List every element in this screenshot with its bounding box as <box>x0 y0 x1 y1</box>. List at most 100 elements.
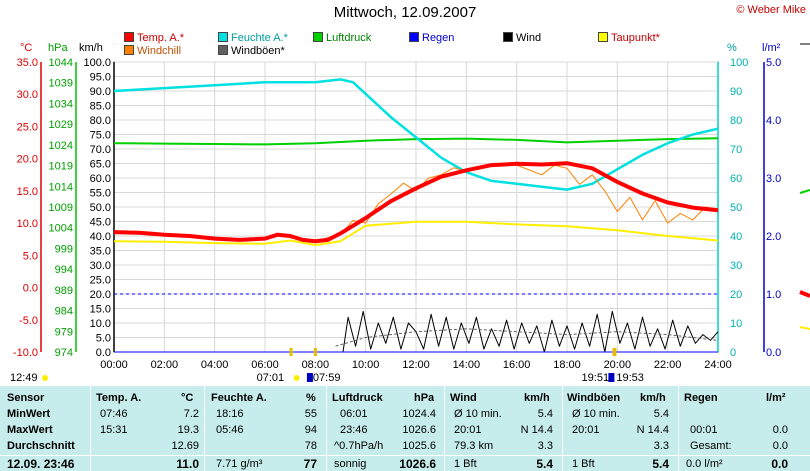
pressure-min-value: 1024.4 <box>402 408 436 420</box>
gusts-max-value: N 14.4 <box>636 424 669 436</box>
weather-chart: 35.0 30.0 25.0 20.0 15.0 10.0 5.0 0.0 -5.0 -10.0 1… <box>10 43 810 384</box>
x-tick-label: 18:00 <box>553 359 581 371</box>
rain-current-value: 0.0 <box>771 457 788 471</box>
rain-today: 0.0 l/m² <box>686 458 723 470</box>
sunrise-icon <box>293 375 300 381</box>
moon-icon <box>306 373 313 382</box>
legend-dewpoint: Taupunkt* <box>598 32 660 44</box>
temp-max-time: 15:31 <box>100 424 128 436</box>
pressure-tick-label: 999 <box>55 243 73 255</box>
series-gusts <box>335 328 719 347</box>
wind-run: 79.3 km <box>454 440 494 452</box>
series-windchill <box>315 164 719 242</box>
table-header-rain: Regen <box>684 392 718 404</box>
table-header-gusts: Windböen <box>567 392 621 404</box>
x-tick-label: 22:00 <box>654 359 682 371</box>
pressure-avg-value: 1025.6 <box>402 440 436 452</box>
pressure-tick-label: 984 <box>55 306 73 318</box>
temp-tick-label: 20.0 <box>17 154 38 166</box>
pressure-unit-label: hPa <box>48 42 68 54</box>
pressure-tick-label: 994 <box>55 264 73 276</box>
temp-current-value: 11.0 <box>176 457 199 471</box>
legend-humidity: Feuchte A.* <box>218 32 288 44</box>
wind-tick-label: 95.0 <box>90 72 111 84</box>
wind-avg10-label: Ø 10 min. <box>454 408 502 420</box>
rain-unit-label: l/m² <box>762 42 781 54</box>
legend-gusts: Windböen* <box>218 45 285 57</box>
edge-dewpoint-fragment <box>799 326 810 330</box>
wind-tick-label: 55.0 <box>90 188 111 200</box>
wind-tick-label: 90.0 <box>90 86 111 98</box>
x-tick-label: 08:00 <box>302 359 330 371</box>
table-header-pressure: Luftdruck <box>332 392 383 404</box>
humidity-tick-label: 100 <box>730 57 748 69</box>
wind-tick-label: 85.0 <box>90 101 111 113</box>
pressure-tick-label: 1044 <box>49 57 73 69</box>
sunset2-label: 19:53 <box>616 372 644 384</box>
wind-tick-label: 25.0 <box>90 275 111 287</box>
pressure-trend: ^0.7hPa/h <box>334 440 384 452</box>
wind-tick-label: 80.0 <box>90 115 111 127</box>
temp-max-value: 19.3 <box>177 424 199 436</box>
x-tick-label: 04:00 <box>201 359 229 371</box>
wind-tick-label: 75.0 <box>90 130 111 142</box>
gusts-avg-value: 3.3 <box>653 440 669 452</box>
gusts-current-value: 5.4 <box>652 457 669 471</box>
sunrise2-label: 07:59 <box>313 372 341 384</box>
humidity-max-time: 05:46 <box>216 424 244 436</box>
wind-tick-label: 40.0 <box>90 231 111 243</box>
humidity-min-time: 18:16 <box>216 408 244 420</box>
wind-tick-label: 10.0 <box>90 318 111 330</box>
humidity-tick-label: 20 <box>730 289 742 301</box>
temp-tick-label: 25.0 <box>17 121 38 133</box>
x-tick-label: 02:00 <box>151 359 179 371</box>
rain-tick-label: 5.0 <box>766 57 781 69</box>
rain-tick-label: 0.0 <box>766 347 781 359</box>
wind-tick-label: 45.0 <box>90 217 111 229</box>
temp-unit-label: °C <box>20 42 33 54</box>
wind-tick-label: 100.0 <box>83 57 111 69</box>
row-label-avg: Durchschnitt <box>7 440 75 452</box>
temp-min-value: 7.2 <box>183 408 199 420</box>
table-header-temp: Temp. A. <box>96 392 142 404</box>
legend-rain: Regen <box>409 32 454 44</box>
pressure-max-value: 1026.6 <box>402 424 436 436</box>
sun-marker-sunrise2 <box>313 348 317 356</box>
humidity-min-value: 55 <box>304 408 317 420</box>
pressure-tick-label: 989 <box>55 285 73 297</box>
series-dewpoint <box>113 220 719 246</box>
humidity-tick-label: 90 <box>730 86 742 98</box>
wind-tick-label: 65.0 <box>90 159 111 171</box>
humidity-tick-label: 30 <box>730 260 742 272</box>
rain-tick-label: 2.0 <box>766 231 781 243</box>
wind-avg10-value: 5.4 <box>537 408 553 420</box>
sun-marker-sunset2 <box>613 348 617 356</box>
now-time-label: 12:49 <box>10 372 38 384</box>
gusts-avg10-value: 5.4 <box>653 408 669 420</box>
x-tick-label: 12:00 <box>402 359 430 371</box>
stats-table: Sensor MinWert MaxWert Durchschnitt 12.0… <box>0 386 810 471</box>
gusts-bft: 1 Bft <box>572 458 595 470</box>
row-label-max: MaxWert <box>7 424 53 436</box>
table-unit-rain: l/m² <box>766 392 786 404</box>
humidity-tick-label: 60 <box>730 173 742 185</box>
pressure-tick-label: 1014 <box>49 181 73 193</box>
pressure-min-time: 06:01 <box>340 408 368 420</box>
x-tick-label: 24:00 <box>704 359 732 371</box>
rain-tick-label: 1.0 <box>766 289 781 301</box>
legend-pressure: Luftdruck <box>313 32 371 44</box>
wind-current-value: 5.4 <box>536 457 553 471</box>
rain-tick-label: 3.0 <box>766 173 781 185</box>
edge-temp-fragment <box>799 290 810 298</box>
temp-tick-label: -5.0 <box>19 315 38 327</box>
x-tick-label: 06:00 <box>251 359 279 371</box>
temp-tick-label: 30.0 <box>17 89 38 101</box>
series-temp <box>113 161 719 244</box>
table-unit-temp: °C <box>181 392 194 404</box>
gusts-avg10-label: Ø 10 min. <box>572 408 620 420</box>
humidity-avg-value: 78 <box>304 440 317 452</box>
wind-tick-label: 35.0 <box>90 246 111 258</box>
humidity-unit-label: % <box>727 42 737 54</box>
wind-tick-label: 30.0 <box>90 260 111 272</box>
rain-max-value: 0.0 <box>772 424 788 436</box>
